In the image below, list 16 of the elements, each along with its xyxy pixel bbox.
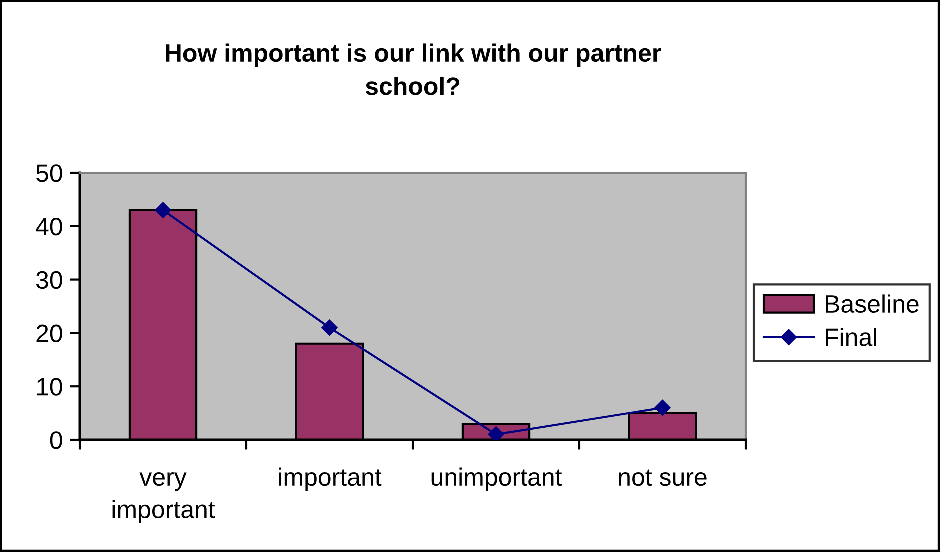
legend-label: Baseline [826,294,919,314]
y-tick-label: 10 [37,378,62,396]
x-tick-label: unimportant [432,468,562,492]
x-tick-label: not sure [619,470,707,486]
legend-label: Final [826,328,877,346]
y-tick-label: 0 [50,432,62,450]
x-tick-label: very important [112,472,216,524]
x-tick-label: important [279,468,382,492]
point [155,202,172,218]
y-tick-label: 50 [36,164,62,182]
y-tick-label: 40 [36,218,62,236]
point [654,400,671,416]
chart-title: How important is our link with our partner school? [166,44,662,96]
y-tick-label: 20 [36,324,62,343]
y-tick-label: 30 [36,271,62,290]
point [322,320,338,336]
